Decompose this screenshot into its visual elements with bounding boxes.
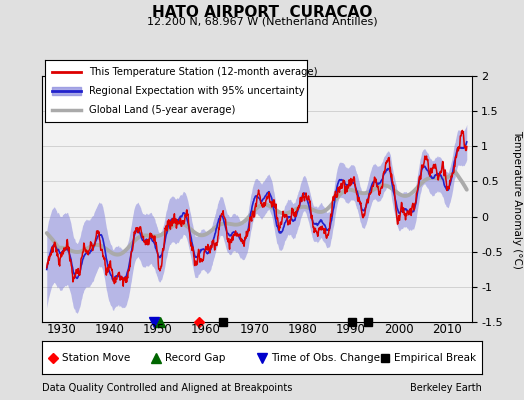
Text: Record Gap: Record Gap: [165, 353, 225, 362]
Text: Empirical Break: Empirical Break: [394, 353, 476, 362]
Text: 1940: 1940: [94, 323, 124, 336]
Text: 1950: 1950: [143, 323, 173, 336]
Text: Global Land (5-year average): Global Land (5-year average): [89, 105, 235, 115]
Text: 2010: 2010: [433, 323, 462, 336]
Text: Berkeley Earth: Berkeley Earth: [410, 383, 482, 393]
Text: Time of Obs. Change: Time of Obs. Change: [271, 353, 380, 362]
Text: Data Quality Controlled and Aligned at Breakpoints: Data Quality Controlled and Aligned at B…: [42, 383, 292, 393]
Text: 1960: 1960: [191, 323, 221, 336]
Text: 12.200 N, 68.967 W (Netherland Antilles): 12.200 N, 68.967 W (Netherland Antilles): [147, 17, 377, 27]
Text: This Temperature Station (12-month average): This Temperature Station (12-month avera…: [89, 67, 318, 77]
Text: 2000: 2000: [385, 323, 414, 336]
Text: 1990: 1990: [336, 323, 366, 336]
Text: 1980: 1980: [288, 323, 318, 336]
Text: HATO AIRPORT  CURACAO: HATO AIRPORT CURACAO: [152, 5, 372, 20]
Text: Regional Expectation with 95% uncertainty: Regional Expectation with 95% uncertaint…: [89, 86, 304, 96]
Text: 1970: 1970: [239, 323, 269, 336]
Text: 1930: 1930: [46, 323, 76, 336]
Text: Station Move: Station Move: [62, 353, 130, 362]
Y-axis label: Temperature Anomaly (°C): Temperature Anomaly (°C): [512, 130, 522, 268]
